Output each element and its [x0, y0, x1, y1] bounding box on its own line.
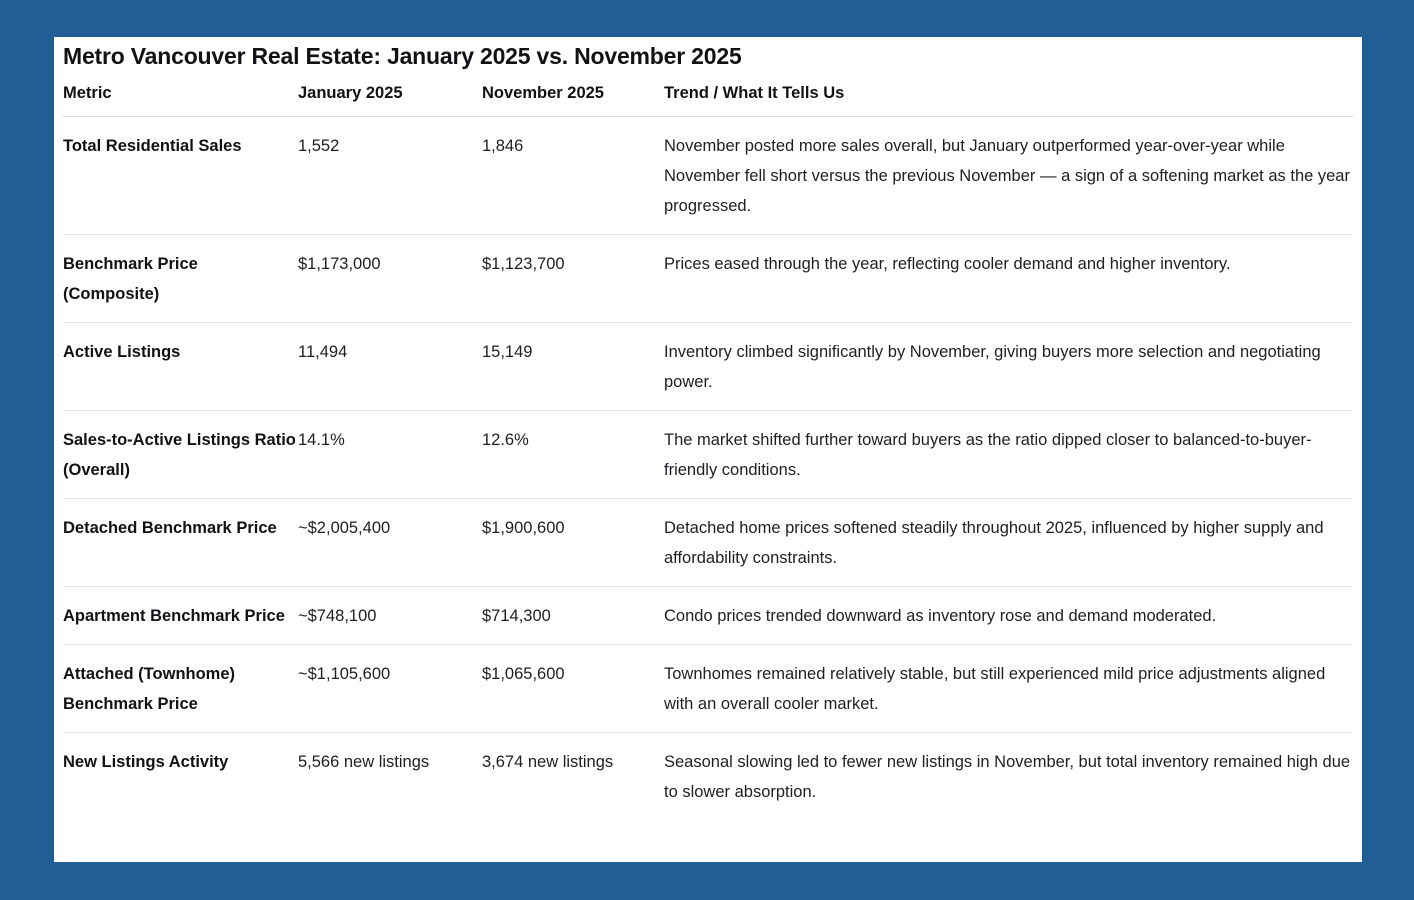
november-value-cell: $1,123,700: [482, 234, 664, 323]
table-row: New Listings Activity 5,566 new listings 3…: [63, 733, 1353, 821]
column-header-january: January 2025: [298, 70, 482, 117]
january-value-cell: ~$1,105,600: [298, 644, 482, 733]
november-value-cell: 3,674 new listings: [482, 753, 614, 771]
content-card: Metro Vancouver Real Estate: January 202…: [54, 37, 1362, 862]
trend-cell: Townhomes remained relatively stable, bu…: [664, 644, 1353, 733]
table-row: Active Listings 11,494 15,149 Inventory cli…: [63, 322, 1353, 411]
january-value-cell: 5,566 new listings: [298, 753, 430, 771]
metric-cell: Detached Benchmark Price: [63, 498, 298, 587]
table-row: Sales-to-Active Listings Ratio (Overall)…: [63, 410, 1353, 499]
metric-cell: New Listings Activity: [63, 753, 229, 771]
november-value-cell: $714,300: [482, 586, 664, 645]
column-header-trend: Trend / What It Tells Us: [664, 70, 1353, 117]
metric-cell: Active Listings: [63, 322, 298, 411]
trend-cell: November posted more sales overall, but …: [664, 116, 1353, 235]
january-value-cell: $1,173,000: [298, 234, 482, 323]
trend-cell: Detached home prices softened steadily t…: [664, 498, 1353, 587]
metric-cell: Attached (Townhome) Benchmark Price: [63, 644, 298, 733]
table-row: Detached Benchmark Price ~$2,005,400 $1,90…: [63, 498, 1353, 587]
page-title: Metro Vancouver Real Estate: January 202…: [63, 43, 742, 69]
november-value-cell: $1,065,600: [482, 644, 664, 733]
trend-cell: Condo prices trended downward as invento…: [664, 586, 1353, 645]
november-value-cell: 15,149: [482, 322, 664, 411]
table-header-row: Metric January 2025 November 2025 Trend …: [63, 70, 1353, 117]
january-value-cell: 11,494: [298, 322, 482, 411]
november-value-cell: 12.6%: [482, 410, 664, 499]
january-value-cell: ~$748,100: [298, 586, 482, 645]
january-value-cell: 14.1%: [298, 410, 482, 499]
column-header-metric: Metric: [63, 70, 298, 117]
trend-cell: Prices eased through the year, reflectin…: [664, 234, 1353, 323]
january-value-cell: ~$2,005,400: [298, 498, 482, 587]
metric-cell: Apartment Benchmark Price: [63, 586, 298, 645]
table-header: Metric January 2025 November 2025 Trend …: [63, 70, 1353, 117]
metric-cell: Sales-to-Active Listings Ratio (Overall): [63, 410, 298, 499]
january-value-cell: 1,552: [298, 116, 482, 235]
trend-cell: The market shifted further toward buyers…: [664, 410, 1353, 499]
metric-cell: Benchmark Price (Composite): [63, 234, 298, 323]
table-row: Apartment Benchmark Price ~$748,100 $714,3…: [63, 586, 1353, 645]
table-row: Benchmark Price (Composite) $1,173,000 $1,…: [63, 234, 1353, 323]
metric-cell: Total Residential Sales: [63, 116, 298, 235]
trend-cell: Inventory climbed significantly by Novem…: [664, 322, 1353, 411]
table-body: Total Residential Sales 1,552 1,846 Novembe…: [63, 116, 1353, 821]
november-value-cell: $1,900,600: [482, 498, 664, 587]
table-row: Attached (Townhome) Benchmark Price ~$1,1…: [63, 644, 1353, 733]
comparison-table: Metric January 2025 November 2025 Trend …: [63, 70, 1353, 820]
trend-cell: Seasonal slowing led to fewer new listin…: [664, 753, 1351, 801]
column-header-november: November 2025: [482, 70, 664, 117]
november-value-cell: 1,846: [482, 116, 664, 235]
table-row: Total Residential Sales 1,552 1,846 Novembe…: [63, 116, 1353, 235]
